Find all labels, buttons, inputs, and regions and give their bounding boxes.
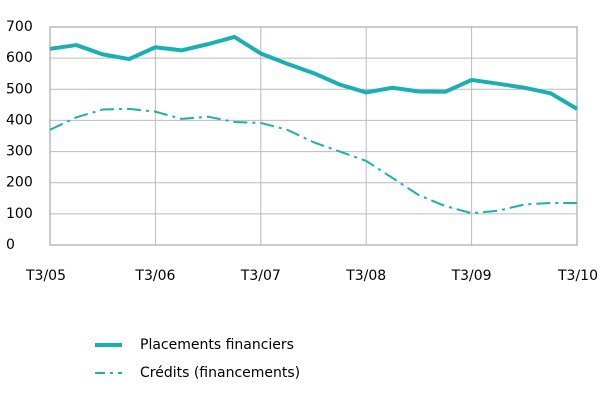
plot-frame xyxy=(49,26,578,246)
y-tick-label: 500 xyxy=(6,81,33,97)
y-tick-label: 100 xyxy=(6,206,33,222)
x-tick-label: T3/10 xyxy=(557,268,598,284)
y-tick-label: 400 xyxy=(6,112,33,128)
x-tick-label: T3/05 xyxy=(25,268,66,284)
y-tick-label: 600 xyxy=(6,50,33,66)
x-tick-label: T3/09 xyxy=(451,268,492,284)
legend-label: Placements financiers xyxy=(140,337,294,353)
x-tick-label: T3/08 xyxy=(345,268,386,284)
x-tick-label: T3/06 xyxy=(134,268,175,284)
y-tick-label: 0 xyxy=(6,237,15,253)
y-tick-label: 700 xyxy=(6,19,33,35)
y-tick-label: 200 xyxy=(6,175,33,191)
series-line xyxy=(49,34,579,111)
x-tick-label: T3/07 xyxy=(240,268,281,284)
legend-label: Crédits (financements) xyxy=(140,365,300,381)
series-line xyxy=(49,107,577,215)
y-tick-label: 300 xyxy=(6,144,33,160)
